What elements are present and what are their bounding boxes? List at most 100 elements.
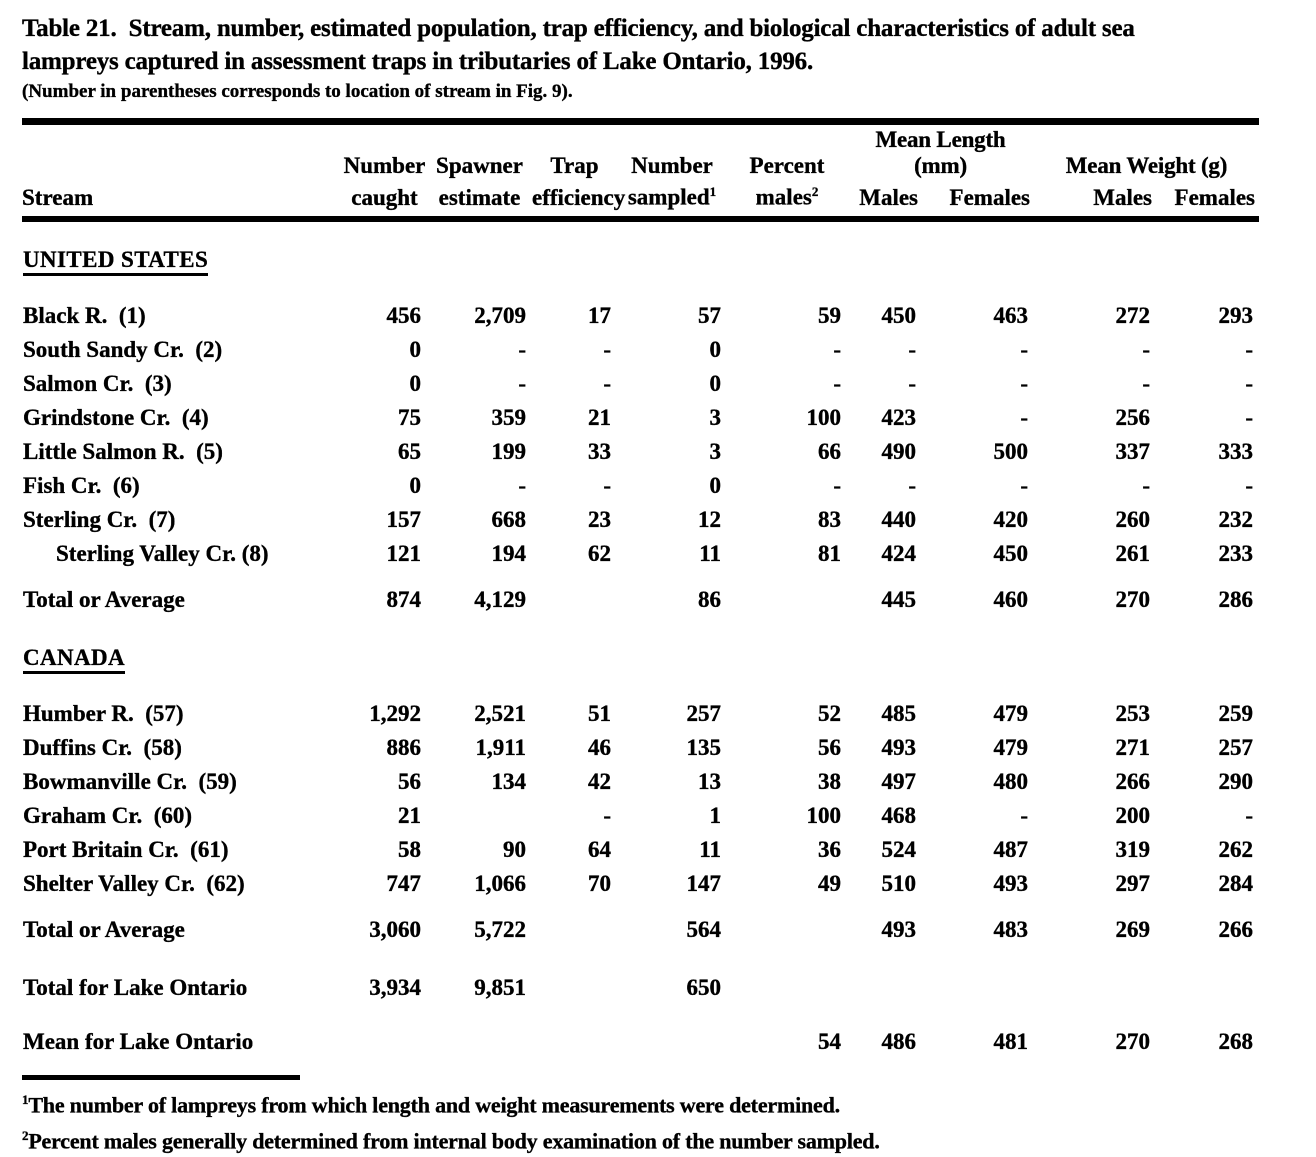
value-cell: -	[1245, 473, 1253, 498]
value-cell: 0	[409, 473, 421, 498]
stream-cell: Graham Cr. (60)	[23, 803, 193, 828]
table-row: Humber R. (57) 1,292 2,521 51 257 52 485 479 253…	[22, 697, 1259, 731]
value-cell: 0	[409, 371, 421, 396]
table-row: Sterling Valley Cr. (8) 121 194 62 11 81 424 45…	[22, 537, 1259, 571]
value-cell	[727, 583, 847, 617]
value-cell: 284	[1218, 871, 1253, 896]
footnote-ref-2: 2	[811, 184, 819, 200]
value-cell: 0	[709, 473, 721, 498]
value-cell: 75	[398, 405, 421, 430]
stream-cell: Port Britain Cr. (61)	[23, 837, 229, 862]
stream-cell: Little Salmon R. (5)	[23, 439, 223, 464]
value-cell: 12	[698, 507, 721, 532]
value-cell: 3	[709, 405, 721, 430]
table-row: Bowmanville Cr. (59) 56 134 42 13 38 497 480 266…	[22, 765, 1259, 799]
value-cell: 493	[993, 871, 1028, 896]
value-cell: 490	[881, 439, 916, 464]
value-cell: -	[518, 371, 526, 396]
table-row: Sterling Cr. (7) 157 668 23 12 83 440 420 260 232	[22, 503, 1259, 537]
grand-total-row: Total for Lake Ontario 3,934 9,851 650	[22, 971, 1259, 1005]
value-cell: 450	[993, 541, 1028, 566]
spacer-row	[22, 1005, 1259, 1025]
value-cell: 420	[993, 507, 1028, 532]
value-cell: 493	[881, 917, 916, 942]
value-cell: 257	[1218, 735, 1253, 760]
value-cell: -	[833, 473, 841, 498]
spacer-row	[22, 275, 1259, 299]
value-cell	[532, 913, 617, 947]
footnote-1-marker: 1	[22, 1092, 29, 1107]
value-cell: -	[1142, 371, 1150, 396]
value-cell: 56	[398, 769, 421, 794]
value-cell: 268	[1218, 1029, 1253, 1054]
header-males-label: males	[755, 185, 812, 210]
value-cell: 11	[699, 541, 721, 566]
value-cell: 486	[881, 1029, 916, 1054]
value-cell	[532, 971, 617, 1005]
value-cell: 257	[686, 701, 721, 726]
value-cell	[922, 971, 1034, 1005]
value-cell: 90	[503, 837, 526, 862]
section-heading-row: UNITED STATES	[22, 245, 1259, 276]
header-spawner-estimate: estimate	[427, 179, 532, 222]
value-cell: 497	[881, 769, 916, 794]
value-cell: 668	[491, 507, 526, 532]
section-heading-cell: CANADA	[22, 643, 1259, 674]
value-cell: 81	[818, 541, 841, 566]
value-cell: 21	[398, 803, 421, 828]
value-cell: -	[1020, 473, 1028, 498]
value-cell: 450	[881, 303, 916, 328]
stream-cell: Grindstone Cr. (4)	[23, 405, 209, 430]
value-cell: -	[908, 371, 916, 396]
value-cell	[532, 1025, 617, 1059]
value-cell: -	[908, 473, 916, 498]
stream-cell: Total for Lake Ontario	[23, 975, 248, 1000]
total-row: Total or Average 874 4,129 86 445 460 270 286	[22, 583, 1259, 617]
value-cell: 147	[686, 871, 721, 896]
value-cell: 135	[686, 735, 721, 760]
header-sampled-label: sampled	[627, 185, 710, 210]
footnotes: 1The number of lampreys from which lengt…	[22, 1084, 1306, 1157]
table-row: Salmon Cr. (3) 0 - - 0 - - - - -	[22, 367, 1259, 401]
header-mean-weight-group: Mean Weight (g)	[1065, 153, 1228, 178]
stream-cell: South Sandy Cr. (2)	[23, 337, 223, 362]
footnote-2-text: Percent males generally determined from …	[28, 1128, 880, 1154]
value-cell	[532, 583, 617, 617]
value-cell: 260	[1115, 507, 1150, 532]
value-cell: 1,066	[474, 871, 526, 896]
value-cell: 253	[1115, 701, 1150, 726]
header-trap-efficiency-top: Trap	[550, 153, 599, 178]
table-row: Grindstone Cr. (4) 75 359 21 3 100 423 - 256 -	[22, 401, 1259, 435]
value-cell	[1156, 971, 1259, 1005]
value-cell: 65	[398, 439, 421, 464]
value-cell	[727, 971, 847, 1005]
total-row: Total or Average 3,060 5,722 564 493 483 269 26…	[22, 913, 1259, 947]
value-cell: -	[603, 803, 611, 828]
value-cell: 483	[993, 917, 1028, 942]
value-cell: -	[603, 473, 611, 498]
footnote-ref-1: 1	[709, 184, 717, 200]
value-cell	[1034, 971, 1156, 1005]
value-cell: 17	[588, 303, 611, 328]
value-cell: 290	[1218, 769, 1253, 794]
value-cell: 266	[1218, 917, 1253, 942]
value-cell: 233	[1218, 541, 1253, 566]
value-cell: 2,521	[474, 701, 526, 726]
value-cell: 62	[588, 541, 611, 566]
value-cell: 479	[993, 701, 1028, 726]
title-line-1: Table 21. Stream, number, estimated popu…	[22, 15, 1135, 42]
value-cell: -	[1142, 337, 1150, 362]
stream-cell: Bowmanville Cr. (59)	[23, 769, 237, 794]
value-cell: -	[1245, 371, 1253, 396]
value-cell: 3	[709, 439, 721, 464]
header-length-males: Males	[847, 179, 922, 222]
header-percent-males: males2	[727, 179, 847, 222]
spacer-row	[22, 947, 1259, 971]
spacer-cell	[22, 947, 1259, 971]
footnote-2: 2Percent males generally determined from…	[22, 1120, 1306, 1156]
value-cell: 359	[491, 405, 526, 430]
value-cell: 747	[386, 871, 421, 896]
header-percent-males-top: Percent	[749, 153, 825, 178]
table-row: Duffins Cr. (58) 886 1,911 46 135 56 493 479 271…	[22, 731, 1259, 765]
value-cell: 261	[1115, 541, 1150, 566]
